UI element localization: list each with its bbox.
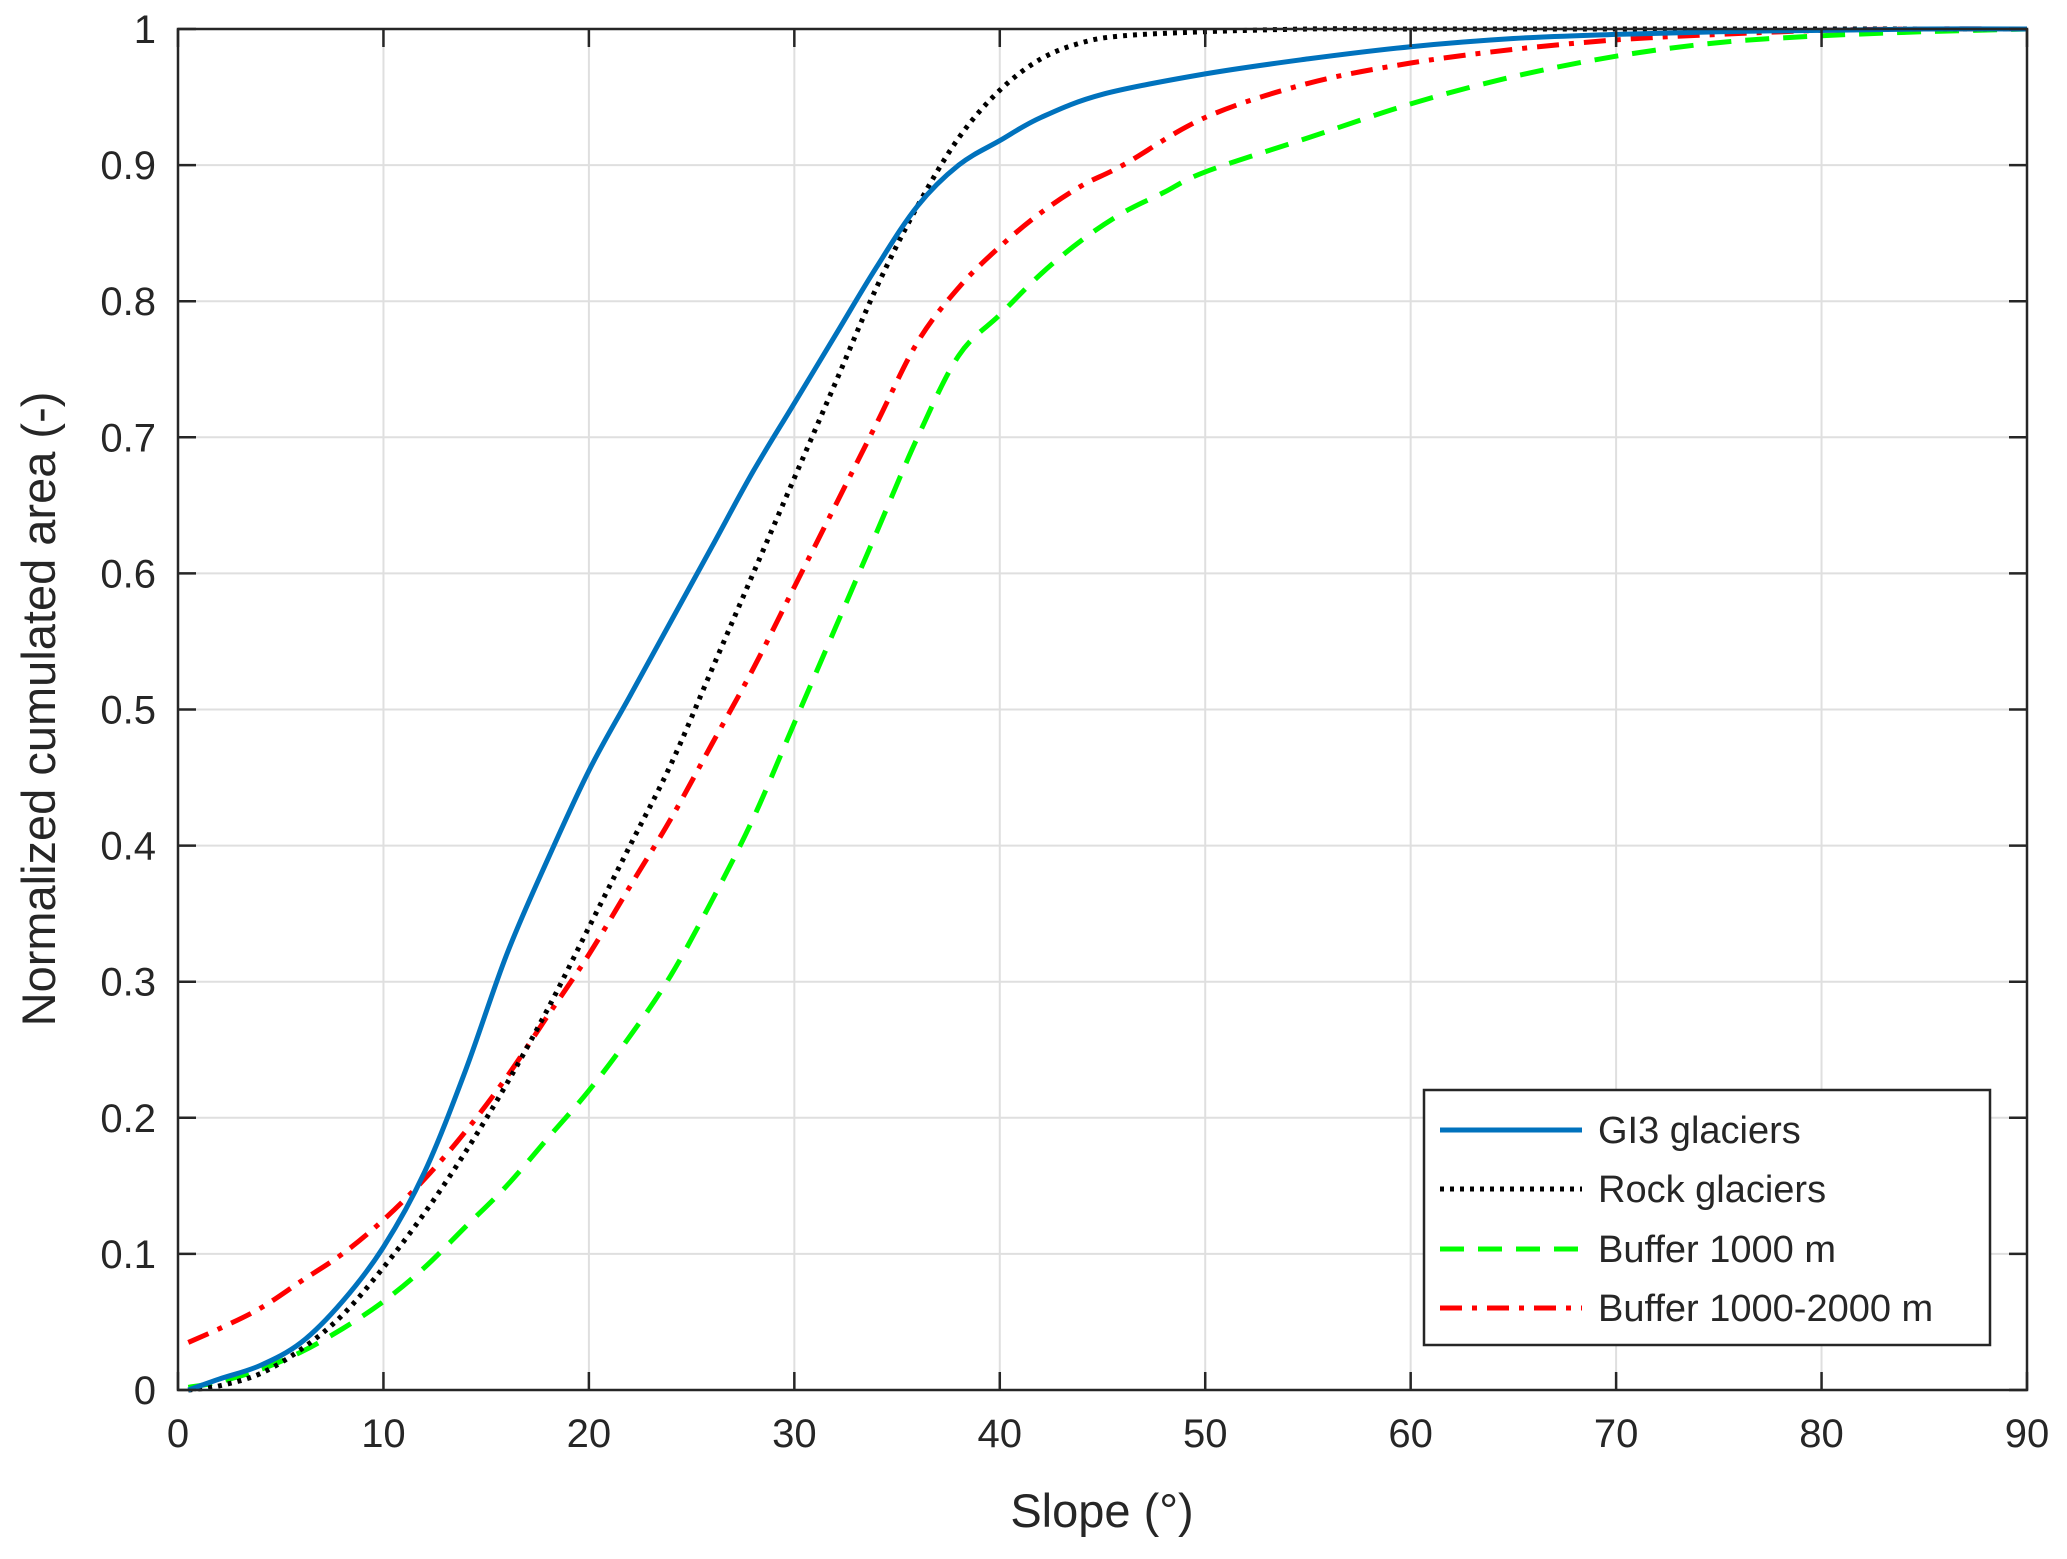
legend-label-buffer-1000m: Buffer 1000 m	[1598, 1229, 1836, 1271]
x-axis-tick-labels: 0 10 20 30 40 50 60 70 80 90	[167, 1412, 2049, 1456]
x-tick-label: 0	[167, 1412, 189, 1456]
y-tick-label: 0.4	[100, 825, 156, 869]
x-tick-label: 30	[772, 1412, 817, 1456]
y-tick-label: 0	[134, 1369, 156, 1413]
series-line-rock-glaciers	[187, 26, 2027, 1393]
y-tick-label: 0.1	[100, 1233, 156, 1277]
y-tick-label: 0.2	[100, 1097, 156, 1141]
x-tick-label: 10	[361, 1412, 406, 1456]
x-tick-label: 70	[1594, 1412, 1639, 1456]
x-tick-label: 90	[2005, 1412, 2050, 1456]
series-line-gi3-glaciers	[187, 26, 2028, 1393]
x-tick-label: 50	[1183, 1412, 1228, 1456]
y-tick-label: 0.6	[100, 552, 156, 596]
series-lines	[187, 26, 2028, 1393]
series-line-buffer-1000-m	[187, 26, 2028, 1390]
y-axis-title: Normalized cumulated area (-)	[12, 392, 65, 1027]
x-axis-title: Slope (°)	[1010, 1484, 1193, 1537]
x-tick-label: 40	[978, 1412, 1023, 1456]
legend-label-buffer-1000-2000m: Buffer 1000-2000 m	[1598, 1288, 1933, 1330]
series-line-buffer-1000-2000-m	[187, 26, 2028, 1345]
y-axis-tick-labels: 0 0.1 0.2 0.3 0.4 0.5 0.6 0.7 0.8 0.9 1	[100, 8, 156, 1413]
y-tick-label: 0.7	[100, 416, 156, 460]
legend-label-rock-glaciers: Rock glaciers	[1598, 1169, 1826, 1211]
legend: GI3 glaciers Rock glaciers Buffer 1000 m…	[1422, 1088, 1992, 1347]
y-tick-label: 0.8	[100, 280, 156, 324]
x-tick-label: 20	[567, 1412, 612, 1456]
y-tick-label: 0.5	[100, 689, 156, 733]
x-tick-label: 60	[1388, 1412, 1433, 1456]
y-tick-label: 0.3	[100, 961, 156, 1005]
axis-ticks	[176, 27, 2029, 1392]
legend-label-gi3-glaciers: GI3 glaciers	[1598, 1110, 1801, 1152]
x-tick-label: 80	[1799, 1412, 1844, 1456]
y-tick-label: 1	[134, 8, 156, 52]
y-tick-label: 0.9	[100, 144, 156, 188]
